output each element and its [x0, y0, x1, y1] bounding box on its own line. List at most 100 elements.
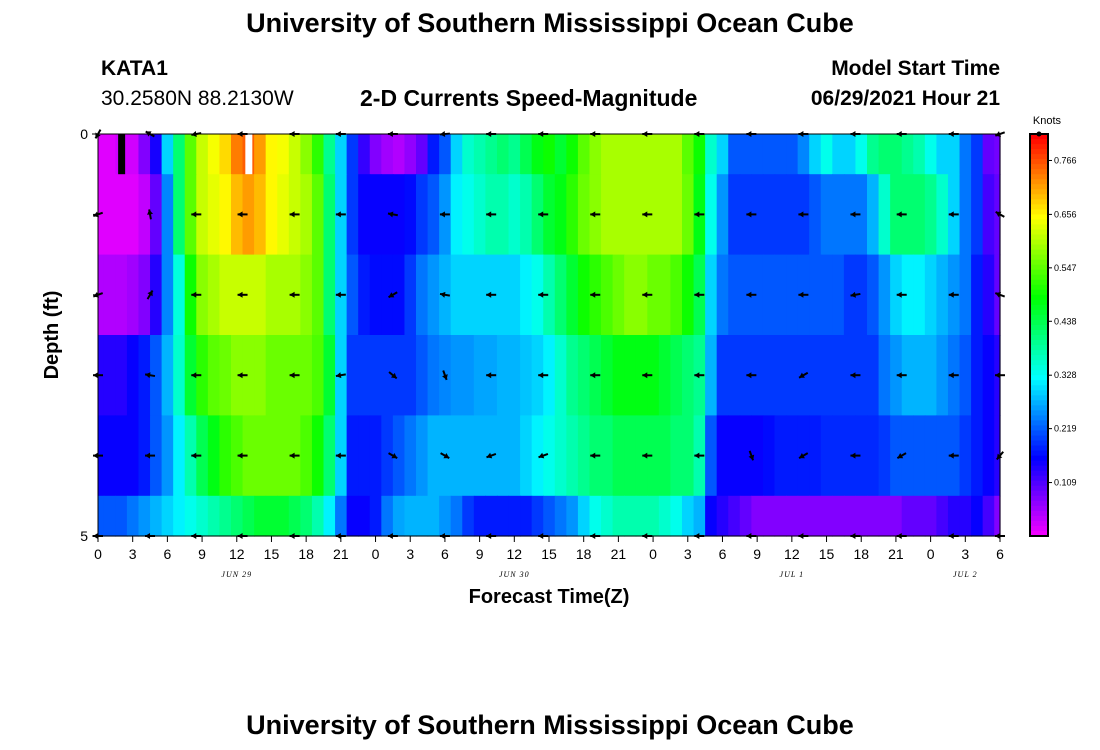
heat-cell — [936, 134, 949, 175]
heat-cell — [381, 415, 394, 497]
heat-cell — [658, 495, 672, 537]
heat-cell — [496, 335, 510, 416]
colorbar-swatch — [1030, 385, 1048, 391]
colorbar-swatch — [1030, 214, 1048, 221]
heat-cell — [843, 415, 857, 497]
heat-cell — [416, 335, 429, 416]
heat-cell — [115, 254, 128, 336]
heat-cell — [473, 254, 486, 336]
x-tick-label: 0 — [927, 546, 935, 562]
heat-cell — [184, 415, 197, 497]
heat-cell — [681, 174, 695, 256]
current-vector-arrow — [850, 211, 861, 218]
current-vector-arrow — [590, 291, 601, 298]
heat-cell — [381, 495, 394, 537]
heat-cell — [150, 495, 163, 537]
x-tick-label: 0 — [94, 546, 102, 562]
heat-cell — [612, 415, 625, 497]
x-tick-label: 0 — [649, 546, 657, 562]
heat-cell — [658, 134, 672, 175]
heat-cell — [358, 415, 371, 497]
heat-cell — [716, 174, 729, 256]
heat-cell — [843, 174, 857, 256]
heat-cell — [832, 254, 845, 336]
heat-cell — [381, 134, 394, 175]
colorbar-swatch — [1030, 279, 1048, 286]
heat-cell — [739, 335, 752, 416]
x-tick-label: 6 — [996, 546, 1004, 562]
current-vector-arrow — [590, 452, 601, 459]
heat-cell — [346, 134, 359, 175]
heat-cell — [936, 174, 949, 256]
heat-cell — [624, 254, 637, 336]
heat-cell — [473, 495, 486, 537]
heat-cell — [473, 134, 486, 175]
heat-cell — [311, 335, 325, 416]
heat-cell — [404, 495, 417, 537]
colorbar-swatch — [1030, 169, 1048, 175]
heat-cell — [369, 134, 382, 175]
heat-cell — [300, 495, 313, 537]
heat-cell — [843, 134, 857, 175]
colorbar-swatch — [1030, 375, 1048, 381]
current-vector-arrow — [289, 211, 300, 218]
heat-cell — [890, 254, 903, 336]
heat-cell — [913, 335, 926, 416]
current-vector-arrow — [147, 209, 153, 220]
heat-cell — [971, 335, 984, 416]
heat-cell — [392, 335, 406, 416]
heat-cell — [207, 174, 221, 256]
heat-cell — [635, 174, 648, 256]
heat-cell — [577, 134, 591, 175]
colorbar-swatch — [1030, 425, 1048, 432]
heat-cell — [473, 335, 486, 416]
heat-cell — [705, 495, 718, 537]
current-vector-arrow — [335, 372, 346, 379]
current-vector-arrow — [388, 291, 398, 299]
colorbar-swatch — [1030, 239, 1048, 246]
colorbar-swatch — [1030, 139, 1048, 145]
heat-cell — [508, 495, 521, 537]
current-vector-arrow — [896, 211, 907, 218]
heat-cell — [832, 415, 845, 497]
heat-cell — [150, 174, 163, 256]
colorbar-swatch — [1030, 304, 1048, 311]
current-vector-arrow — [590, 211, 601, 218]
y-tick-label: 0 — [80, 126, 88, 142]
colorbar-swatch — [1030, 490, 1048, 497]
heat-cell — [207, 415, 221, 497]
colorbar-swatch — [1030, 420, 1048, 427]
heat-cell — [219, 415, 232, 497]
heat-cell — [647, 134, 660, 175]
current-vector-arrow — [694, 211, 705, 218]
colorbar-swatch — [1030, 259, 1048, 266]
heat-cell — [566, 415, 579, 497]
x-tick-label: 3 — [961, 546, 969, 562]
heat-cell — [681, 495, 695, 537]
heat-cell — [577, 415, 591, 497]
heat-cell — [959, 134, 972, 175]
heat-cell — [786, 415, 799, 497]
heat-cell — [705, 134, 718, 175]
heat-cell — [450, 335, 463, 416]
heat-cell — [855, 134, 868, 175]
heat-cell — [450, 254, 463, 336]
heat-cell — [936, 415, 949, 497]
heat-cell — [381, 254, 394, 336]
heat-cell — [138, 415, 151, 497]
heat-cell — [404, 174, 417, 256]
heat-cell — [947, 134, 961, 175]
colorbar-swatch — [1030, 319, 1048, 326]
heat-cell — [878, 174, 891, 256]
heat-cell — [346, 335, 359, 416]
heat-cell — [924, 254, 937, 336]
colorbar-swatch — [1030, 480, 1048, 487]
heat-cell — [496, 174, 510, 256]
current-vector-arrow — [335, 291, 346, 298]
heat-cell — [867, 415, 880, 497]
heat-cell — [508, 174, 521, 256]
station-id: KATA1 — [101, 57, 168, 80]
colorbar-swatch — [1030, 505, 1048, 512]
heat-cell — [173, 134, 186, 175]
date-label: JUN 30 — [499, 570, 530, 579]
